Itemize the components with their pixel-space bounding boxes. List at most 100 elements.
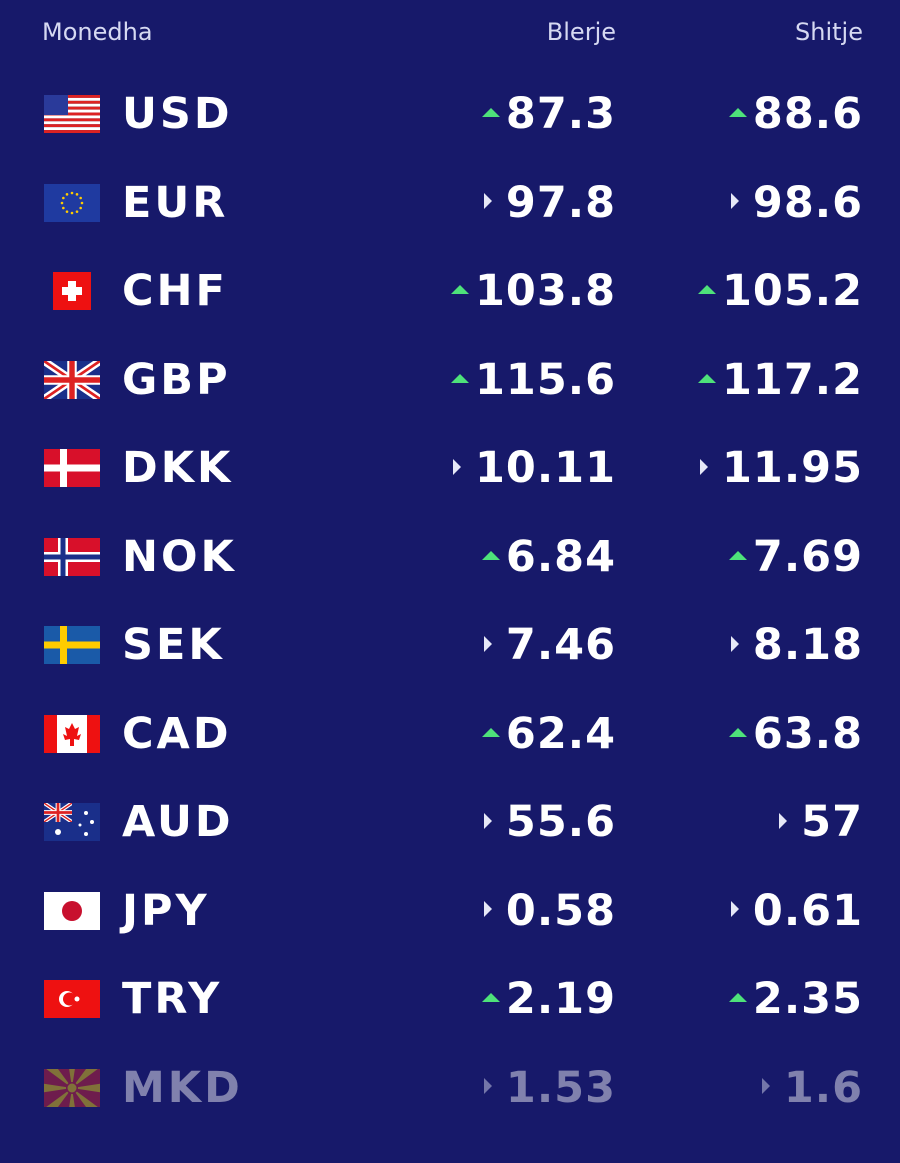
sell-value: 2.35 bbox=[752, 974, 863, 1024]
currency-code: CHF bbox=[122, 266, 228, 316]
trend-indicator bbox=[697, 285, 716, 294]
buy-rate: 6.84 bbox=[481, 531, 616, 583]
sell-rate: 8.18 bbox=[725, 619, 863, 671]
trend-indicator bbox=[697, 373, 716, 383]
sell-value: 63.8 bbox=[752, 708, 863, 759]
flag-icon bbox=[44, 360, 100, 399]
flag-icon bbox=[44, 626, 100, 664]
currency-code: MKD bbox=[122, 1062, 243, 1113]
trend-indicator bbox=[730, 193, 739, 209]
flag-icon bbox=[53, 272, 91, 310]
trend-indicator bbox=[483, 1078, 492, 1094]
trend-indicator bbox=[452, 458, 461, 475]
buy-rate: 7.46 bbox=[478, 619, 616, 671]
currency-code: JPY bbox=[122, 885, 210, 936]
sell-rate: 88.6 bbox=[728, 88, 863, 140]
buy-rate: 97.8 bbox=[478, 177, 616, 229]
sell-rate: 57 bbox=[773, 796, 863, 848]
trend-indicator bbox=[728, 108, 747, 117]
flag-icon bbox=[44, 1068, 100, 1107]
trend-indicator bbox=[699, 458, 708, 475]
flag-icon bbox=[44, 980, 100, 1018]
trend-indicator bbox=[779, 812, 788, 829]
buy-value: 115.6 bbox=[474, 354, 616, 405]
trend-indicator bbox=[483, 635, 492, 652]
sell-value: 11.95 bbox=[721, 443, 863, 493]
trend-indicator bbox=[728, 727, 747, 737]
rate-row: GBP 115.6 117.2 bbox=[0, 350, 900, 410]
rate-row: CHF 103.8 105.2 bbox=[0, 261, 900, 321]
trend-indicator bbox=[483, 812, 492, 829]
sell-rate: 105.2 bbox=[697, 265, 863, 317]
buy-value: 103.8 bbox=[474, 266, 616, 316]
rate-row: EUR 97.8 98.6 bbox=[0, 173, 900, 233]
sell-value: 98.6 bbox=[752, 177, 863, 228]
buy-value: 7.46 bbox=[505, 620, 616, 670]
buy-value: 0.58 bbox=[505, 885, 616, 936]
sell-value: 88.6 bbox=[752, 89, 863, 139]
buy-rate: 55.6 bbox=[478, 796, 616, 848]
buy-value: 2.19 bbox=[505, 974, 616, 1024]
rate-row: USD 87.3 88.6 bbox=[0, 84, 900, 144]
header-buy: Blerje bbox=[546, 18, 616, 46]
rate-row: AUD 55.6 57 bbox=[0, 792, 900, 852]
header-sell: Shitje bbox=[795, 18, 863, 46]
flag-icon bbox=[44, 183, 100, 222]
sell-value: 57 bbox=[801, 797, 863, 847]
sell-value: 8.18 bbox=[752, 620, 863, 670]
trend-indicator bbox=[481, 993, 500, 1002]
sell-value: 0.61 bbox=[752, 885, 863, 936]
buy-value: 62.4 bbox=[505, 708, 616, 759]
currency-code: AUD bbox=[122, 797, 234, 847]
trend-indicator bbox=[483, 193, 492, 209]
flag-icon bbox=[44, 449, 100, 487]
sell-rate: 63.8 bbox=[728, 708, 863, 760]
flag-icon bbox=[44, 803, 100, 841]
sell-value: 117.2 bbox=[721, 354, 863, 405]
trend-indicator bbox=[483, 901, 492, 917]
trend-indicator bbox=[728, 993, 747, 1002]
rate-row: MKD 1.53 1.6 bbox=[0, 1058, 900, 1118]
trend-indicator bbox=[481, 550, 500, 560]
buy-rate: 10.11 bbox=[447, 442, 616, 494]
buy-value: 1.53 bbox=[505, 1062, 616, 1113]
trend-indicator bbox=[481, 727, 500, 737]
buy-rate: 62.4 bbox=[481, 708, 616, 760]
sell-rate: 2.35 bbox=[728, 973, 863, 1025]
currency-code: GBP bbox=[122, 354, 231, 405]
flag-icon bbox=[44, 891, 100, 930]
trend-indicator bbox=[730, 635, 739, 652]
buy-rate: 1.53 bbox=[478, 1062, 616, 1114]
rate-row: TRY 2.19 2.35 bbox=[0, 969, 900, 1029]
trend-indicator bbox=[761, 1078, 770, 1094]
trend-indicator bbox=[730, 901, 739, 917]
sell-rate: 1.6 bbox=[756, 1062, 863, 1114]
buy-rate: 2.19 bbox=[481, 973, 616, 1025]
flag-icon bbox=[44, 95, 100, 133]
sell-rate: 98.6 bbox=[725, 177, 863, 229]
sell-value: 1.6 bbox=[783, 1062, 863, 1113]
flag-icon bbox=[44, 537, 100, 576]
buy-rate: 0.58 bbox=[478, 885, 616, 937]
trend-indicator bbox=[728, 550, 747, 560]
rate-row: NOK 6.84 7.69 bbox=[0, 527, 900, 587]
trend-indicator bbox=[450, 373, 469, 383]
sell-rate: 7.69 bbox=[728, 531, 863, 583]
buy-value: 87.3 bbox=[505, 89, 616, 139]
rate-row: JPY 0.58 0.61 bbox=[0, 881, 900, 941]
currency-code: SEK bbox=[122, 620, 225, 670]
rate-row: DKK 10.11 11.95 bbox=[0, 438, 900, 498]
trend-indicator bbox=[450, 285, 469, 294]
sell-rate: 117.2 bbox=[697, 354, 863, 406]
buy-rate: 115.6 bbox=[450, 354, 616, 406]
currency-code: CAD bbox=[122, 708, 232, 759]
buy-value: 55.6 bbox=[505, 797, 616, 847]
buy-rate: 87.3 bbox=[481, 88, 616, 140]
buy-value: 97.8 bbox=[505, 177, 616, 228]
sell-value: 105.2 bbox=[721, 266, 863, 316]
trend-indicator bbox=[481, 108, 500, 117]
header-currency: Monedha bbox=[42, 18, 153, 46]
buy-rate: 103.8 bbox=[450, 265, 616, 317]
rate-row: CAD 62.4 63.8 bbox=[0, 704, 900, 764]
